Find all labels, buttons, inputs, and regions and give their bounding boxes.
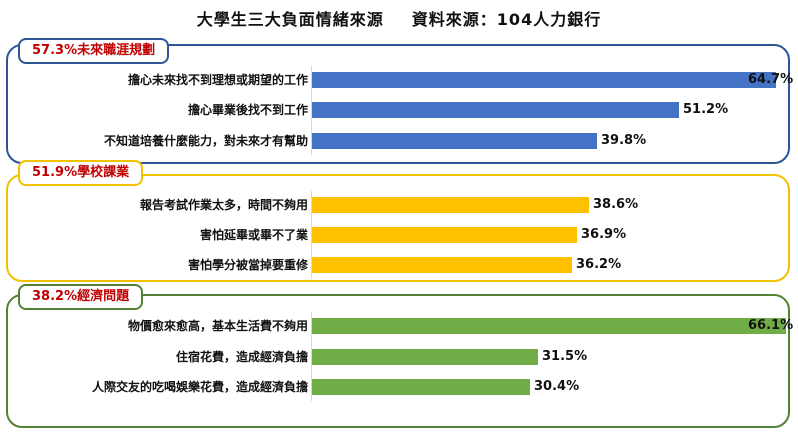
category-label: 人際交友的吃喝娛樂花費，造成經濟負擔	[91, 380, 308, 394]
value-label: 36.9%	[581, 227, 627, 242]
group-label: 38.2%經濟問題	[18, 284, 144, 310]
value-label: 30.4%	[534, 379, 580, 394]
category-label: 住宿花費，造成經濟負擔	[175, 350, 308, 364]
bar	[312, 349, 538, 365]
chart-title-main: 大學生三大負面情緒來源	[196, 10, 384, 29]
category-label: 報告考試作業太多，時間不夠用	[139, 198, 308, 212]
chart-title: 大學生三大負面情緒來源 資料來源：104人力銀行	[0, 6, 798, 30]
bar	[312, 72, 776, 88]
value-label: 36.2%	[576, 257, 622, 272]
bar	[312, 102, 679, 118]
category-label: 物價愈來愈高，基本生活費不夠用	[127, 319, 308, 333]
group-axis-line	[311, 66, 312, 155]
bar	[312, 133, 597, 149]
group-label: 51.9%學校課業	[18, 160, 144, 186]
value-label: 39.8%	[601, 133, 647, 148]
value-label: 64.7%	[748, 72, 794, 87]
group-axis-line	[311, 191, 312, 279]
bar	[312, 257, 572, 273]
bar	[312, 379, 530, 395]
chart-title-source: 資料來源：104人力銀行	[411, 10, 602, 29]
value-label: 38.6%	[593, 197, 639, 212]
category-label: 不知道培養什麼能力，對未來才有幫助	[103, 134, 308, 148]
group-label: 57.3%未來職涯規劃	[18, 38, 170, 64]
value-label: 51.2%	[683, 102, 729, 117]
value-label: 31.5%	[542, 349, 588, 364]
group-axis-line	[311, 312, 312, 401]
category-label: 擔心畢業後找不到工作	[187, 103, 308, 117]
category-label: 擔心未來找不到理想或期望的工作	[127, 73, 308, 87]
category-label: 害怕學分被當掉要重修	[187, 258, 308, 272]
value-label: 66.1%	[748, 318, 794, 333]
category-label: 害怕延畢或畢不了業	[199, 228, 308, 242]
bar	[312, 227, 577, 243]
bar	[312, 197, 589, 213]
bar	[312, 318, 786, 334]
